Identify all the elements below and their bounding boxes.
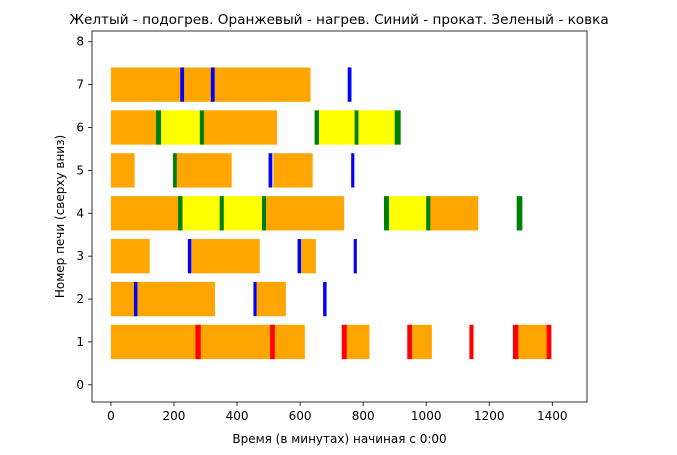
bar-segment-furnace-6-series-3-8 bbox=[199, 110, 204, 145]
bar-segment-furnace-4-series-0-9 bbox=[110, 196, 179, 231]
bar-segment-furnace-6-series-1-3 bbox=[160, 110, 202, 145]
bar-segment-furnace-4-series-1-2 bbox=[388, 196, 428, 231]
bar-segment-furnace-4-series-1-0 bbox=[181, 196, 222, 231]
bar-segment-furnace-3-series-0-6 bbox=[110, 239, 150, 274]
bar-segment-furnace-1-series-4-3 bbox=[407, 324, 413, 360]
x-tick-label-1400: 1400 bbox=[537, 409, 568, 423]
bar-segment-furnace-5-series-0-12 bbox=[110, 153, 135, 188]
x-tick-label-600: 600 bbox=[289, 409, 312, 423]
bar-segment-furnace-6-series-0-15 bbox=[110, 110, 157, 145]
bar-segment-furnace-1-series-4-2 bbox=[341, 324, 347, 360]
bar-segment-furnace-4-series-0-10 bbox=[265, 196, 345, 231]
y-tick-label-4: 4 bbox=[76, 206, 84, 220]
x-tick-label-1200: 1200 bbox=[474, 409, 505, 423]
plot-area bbox=[110, 67, 552, 360]
bar-segment-furnace-1-series-0-3 bbox=[517, 324, 550, 360]
bar-segment-furnace-5-series-2-7 bbox=[351, 153, 355, 188]
y-tick-label-7: 7 bbox=[76, 78, 84, 92]
bar-segment-furnace-6-series-3-10 bbox=[354, 110, 359, 145]
bar-segment-furnace-4-series-3-4 bbox=[426, 196, 431, 231]
x-tick-label-800: 800 bbox=[352, 409, 375, 423]
bar-segment-furnace-1-series-4-1 bbox=[270, 324, 275, 360]
bar-segment-furnace-3-series-0-8 bbox=[301, 239, 316, 274]
bar-segment-furnace-5-series-2-6 bbox=[268, 153, 273, 188]
bar-segment-furnace-6-series-3-9 bbox=[314, 110, 320, 145]
x-tick-label-1000: 1000 bbox=[411, 409, 442, 423]
bar-segment-furnace-5-series-0-13 bbox=[175, 153, 232, 188]
bar-segment-furnace-4-series-3-3 bbox=[383, 196, 389, 231]
bar-segment-furnace-4-series-3-5 bbox=[516, 196, 523, 231]
x-tick-label-400: 400 bbox=[226, 409, 249, 423]
bar-segment-furnace-3-series-2-5 bbox=[353, 239, 357, 274]
y-tick-label-8: 8 bbox=[76, 35, 84, 49]
bar-segment-furnace-4-series-3-2 bbox=[261, 196, 267, 231]
y-tick-label-1: 1 bbox=[76, 335, 84, 349]
bar-segment-furnace-2-series-2-1 bbox=[253, 281, 257, 317]
y-tick-label-6: 6 bbox=[76, 121, 84, 135]
bar-segment-furnace-2-series-0-5 bbox=[256, 281, 286, 317]
bar-segment-furnace-4-series-3-1 bbox=[219, 196, 224, 231]
bar-segment-furnace-6-series-3-7 bbox=[156, 110, 162, 145]
bar-segment-furnace-2-series-0-4 bbox=[110, 281, 215, 317]
bar-segment-furnace-7-series-0-17 bbox=[110, 67, 311, 102]
bar-segment-furnace-1-series-4-5 bbox=[512, 324, 519, 360]
bar-segment-furnace-5-series-0-14 bbox=[273, 153, 313, 188]
bar-segment-furnace-3-series-2-3 bbox=[187, 239, 192, 274]
bar-segment-furnace-6-series-3-11 bbox=[394, 110, 401, 145]
bar-segment-furnace-4-series-0-11 bbox=[429, 196, 479, 231]
bar-segment-furnace-3-series-0-7 bbox=[191, 239, 260, 274]
bar-segment-furnace-1-series-0-1 bbox=[345, 324, 370, 360]
bar-segment-furnace-1-series-0-2 bbox=[410, 324, 432, 360]
bar-segment-furnace-7-series-2-9 bbox=[210, 67, 215, 102]
bar-segment-furnace-6-series-0-16 bbox=[203, 110, 278, 145]
bar-segment-furnace-3-series-2-4 bbox=[297, 239, 302, 274]
axes-frame bbox=[91, 30, 588, 403]
y-tick-label-5: 5 bbox=[76, 163, 84, 177]
x-tick-label-200: 200 bbox=[163, 409, 186, 423]
y-tick-label-3: 3 bbox=[76, 249, 84, 263]
y-axis-ticks: 0 1 2 3 4 5 6 7 8 bbox=[76, 35, 92, 392]
bar-segment-furnace-1-series-4-0 bbox=[195, 324, 201, 360]
bar-segment-furnace-2-series-2-2 bbox=[323, 281, 327, 317]
y-tick-label-0: 0 bbox=[76, 378, 84, 392]
bar-segment-furnace-6-series-1-4 bbox=[318, 110, 356, 145]
bar-segment-furnace-7-series-2-8 bbox=[180, 67, 185, 102]
y-axis-label: Номер печи (сверху вниз) bbox=[53, 135, 67, 298]
bar-segment-furnace-5-series-3-6 bbox=[173, 153, 177, 188]
bar-segment-furnace-1-series-0-0 bbox=[110, 324, 305, 360]
x-axis-ticks: 0 200 400 600 800 1000 1200 1400 bbox=[107, 402, 568, 423]
y-tick-label-2: 2 bbox=[76, 292, 84, 306]
bar-segment-furnace-6-series-1-5 bbox=[357, 110, 397, 145]
bar-segment-furnace-1-series-4-4 bbox=[469, 324, 474, 360]
chart-title: Желтый - подогрев. Оранжевый - нагрев. С… bbox=[69, 12, 608, 28]
x-tick-label-0: 0 bbox=[107, 409, 115, 423]
bar-segment-furnace-2-series-2-0 bbox=[133, 281, 138, 317]
bar-segment-furnace-7-series-2-10 bbox=[347, 67, 352, 102]
bar-segment-furnace-4-series-3-0 bbox=[178, 196, 183, 231]
x-axis-label: Время (в минутах) начиная с 0:00 bbox=[232, 432, 446, 446]
bar-segment-furnace-4-series-1-1 bbox=[223, 196, 265, 231]
bar-segment-furnace-1-series-4-6 bbox=[546, 324, 552, 360]
